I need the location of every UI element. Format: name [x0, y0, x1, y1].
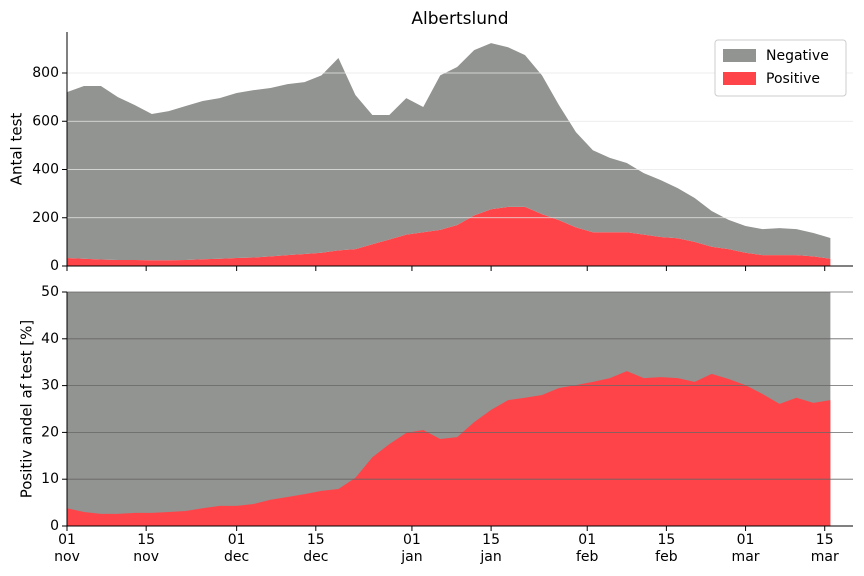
x-tick-label: 15 feb: [655, 532, 678, 565]
y-tick-label: 30: [41, 378, 59, 394]
y-tick-label: 800: [32, 65, 59, 81]
y-tick-label: 20: [41, 424, 59, 440]
y-tick-label: 10: [41, 471, 59, 487]
area: [67, 371, 831, 526]
y-tick-label: 40: [41, 331, 59, 347]
x-tick-label: 01 feb: [576, 532, 599, 565]
y-tick-label: 200: [32, 210, 59, 226]
plot-area: [67, 43, 831, 266]
legend-swatch: [723, 49, 756, 62]
legend-swatch: [723, 72, 756, 85]
legend-label: Negative: [766, 48, 829, 64]
x-tick-label: 15 mar: [810, 532, 839, 565]
legend-label: Positive: [766, 71, 820, 87]
y-axis-label: Positiv andel af test [%]: [18, 320, 36, 499]
y-tick-label: 0: [50, 518, 59, 534]
plot-area: [67, 292, 831, 526]
x-tick-label: 01 mar: [731, 532, 760, 565]
y-axis-label: Antal test: [8, 113, 26, 186]
y-tick-label: 0: [50, 258, 59, 274]
y-tick-label: 400: [32, 162, 59, 178]
x-tick-label: 15 dec: [303, 532, 329, 565]
x-tick-label: 15 nov: [133, 532, 160, 565]
y-tick-label: 50: [41, 284, 59, 300]
x-tick-label: 01 dec: [224, 532, 250, 565]
x-tick-label: 01 jan: [401, 532, 423, 565]
area: [67, 43, 831, 261]
y-tick-label: 600: [32, 113, 59, 129]
area: [67, 206, 831, 266]
chart-title: Albertslund: [411, 9, 508, 29]
x-tick-label: 01 nov: [54, 532, 80, 565]
x-tick-label: 15 jan: [480, 532, 502, 565]
